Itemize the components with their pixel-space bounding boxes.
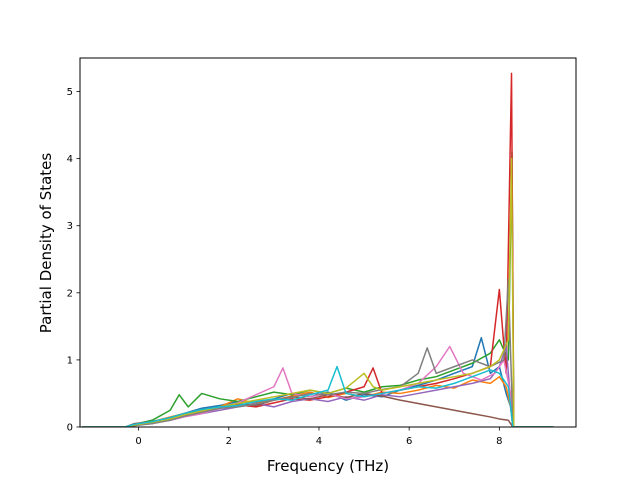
series-line-9 bbox=[82, 157, 554, 427]
y-axis-label: Partial Density of States bbox=[37, 153, 55, 334]
y-tick-label: 4 bbox=[67, 154, 73, 165]
x-tick-label: 0 bbox=[135, 436, 141, 447]
series-line-10 bbox=[82, 365, 554, 427]
y-tick-label: 1 bbox=[67, 355, 73, 366]
series-line-8 bbox=[82, 278, 554, 427]
x-tick-label: 6 bbox=[406, 436, 412, 447]
x-tick-label: 4 bbox=[316, 436, 322, 447]
axes-frame bbox=[79, 57, 577, 428]
y-tick-label: 5 bbox=[67, 87, 73, 98]
plot-area: 0 2 4 6 8 0 1 2 3 4 5 bbox=[67, 57, 577, 447]
x-axis-label: Frequency (THz) bbox=[267, 457, 389, 475]
y-tick-label: 0 bbox=[67, 423, 73, 434]
y-tick-label: 2 bbox=[67, 288, 73, 299]
x-tick-label: 8 bbox=[496, 436, 502, 447]
y-tick-label: 3 bbox=[67, 221, 73, 232]
x-tick-label: 2 bbox=[226, 436, 232, 447]
series-group bbox=[82, 72, 554, 427]
